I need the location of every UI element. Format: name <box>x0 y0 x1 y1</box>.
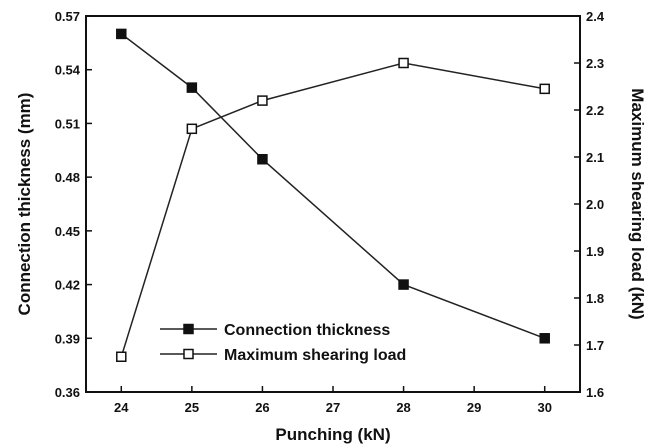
maximum-shearing-load-point <box>539 83 550 95</box>
connection-thickness-point <box>257 153 268 165</box>
maximum-shearing-load-point <box>398 57 409 69</box>
legend: Connection thickness Maximum shearing loa… <box>160 322 406 364</box>
x-axis-label: Punching (kN) <box>275 425 390 444</box>
x-tick-label: 24 <box>114 400 129 415</box>
connection-thickness-point <box>398 279 409 290</box>
left-y-tick-label: 0.51 <box>55 116 80 131</box>
series-layer <box>116 28 550 362</box>
right-y-tick-label: 1.7 <box>586 338 604 353</box>
right-y-tick-label: 2.0 <box>586 197 604 212</box>
left-y-tick-label: 0.36 <box>55 385 80 400</box>
connection-thickness-point <box>186 82 198 93</box>
x-tick-label: 26 <box>255 400 269 415</box>
right-y-axis-ticks: 1.6 1.7 1.8 1.9 2.0 2.1 2.2 2.3 2.4 <box>574 9 605 400</box>
connection-thickness-point <box>539 333 550 344</box>
left-y-tick-label: 0.45 <box>55 224 80 239</box>
x-tick-label: 30 <box>537 400 551 415</box>
right-y-tick-label: 1.9 <box>586 244 604 259</box>
maximum-shearing-load-point <box>116 351 127 362</box>
right-y-tick-label: 1.8 <box>586 291 604 306</box>
legend-connection-thickness-label: Connection thickness <box>224 322 390 339</box>
maximum-shearing-load-series-line <box>120 62 545 358</box>
left-y-tick-label: 0.57 <box>55 9 80 24</box>
left-y-axis-ticks: 0.36 0.39 0.42 0.45 0.48 0.51 0.54 0.57 <box>55 9 92 400</box>
connection-thickness-point <box>116 28 127 40</box>
right-y-tick-label: 2.2 <box>586 103 604 118</box>
maximum-shearing-load-point <box>257 95 268 106</box>
left-y-tick-label: 0.54 <box>55 63 81 78</box>
legend-maximum-shearing-load-label: Maximum shearing load <box>224 347 406 364</box>
right-y-tick-label: 2.3 <box>586 56 604 71</box>
legend-maximum-shearing-load-marker <box>183 348 194 360</box>
right-y-tick-label: 2.1 <box>586 150 604 165</box>
left-y-axis-label: Connection thickness (mm) <box>15 93 34 316</box>
left-y-tick-label: 0.39 <box>55 331 80 346</box>
left-y-tick-label: 0.42 <box>55 278 80 293</box>
right-y-tick-label: 2.4 <box>586 9 605 24</box>
x-tick-label: 25 <box>185 400 199 415</box>
x-tick-label: 28 <box>396 400 410 415</box>
x-tick-label: 27 <box>326 400 340 415</box>
left-y-tick-label: 0.48 <box>55 170 80 185</box>
x-tick-label: 29 <box>467 400 481 415</box>
legend-connection-thickness-marker <box>183 323 194 335</box>
right-y-axis-label: Maximum shearing load (kN) <box>628 88 647 319</box>
maximum-shearing-load-point <box>186 123 198 135</box>
right-y-tick-label: 1.6 <box>586 385 604 400</box>
x-axis-ticks: 24 25 26 27 28 29 30 <box>114 386 552 415</box>
connection-thickness-series-line <box>120 33 545 340</box>
